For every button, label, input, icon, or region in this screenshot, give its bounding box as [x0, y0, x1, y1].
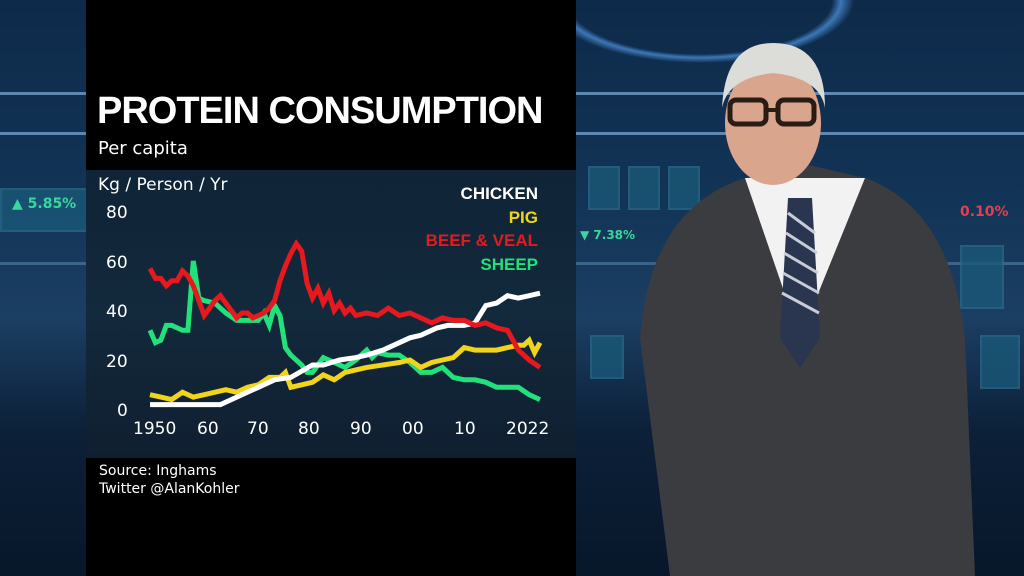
source-text: Source: Inghams: [99, 463, 217, 479]
x-tick: 90: [350, 419, 372, 439]
series-chicken-line: [150, 290, 541, 408]
ticker-text: 0.10%: [960, 204, 1009, 220]
x-tick: 00: [402, 419, 424, 439]
background-screen: [628, 166, 660, 210]
x-tick: 1950: [133, 419, 177, 439]
series-pig-line: [149, 335, 543, 403]
source-note: Source: Inghams Twitter @AlanKohler: [99, 462, 239, 498]
y-tick: 40: [106, 302, 128, 322]
y-axis-label: Kg / Person / Yr: [98, 175, 228, 195]
twitter-handle: Twitter @AlanKohler: [99, 481, 240, 497]
background-screen: [588, 166, 620, 210]
legend-beef-veal: BEEF & VEAL: [425, 231, 538, 250]
background-screen: [980, 335, 1020, 389]
legend: CHICKEN PIG BEEF & VEAL SHEEP: [426, 182, 538, 276]
line-chart: [147, 239, 543, 408]
plot-background: [86, 170, 576, 458]
y-tick: 0: [117, 401, 128, 421]
series-sheep-line: [147, 260, 542, 402]
legend-chicken: CHICKEN: [460, 184, 538, 203]
y-tick: 20: [106, 352, 128, 372]
chart-subtitle: Per capita: [98, 138, 188, 159]
x-tick: 70: [247, 419, 269, 439]
y-tick: 60: [106, 253, 128, 273]
background-screen: [668, 166, 700, 210]
chart-title: PROTEIN CONSUMPTION: [97, 90, 543, 132]
y-tick: 80: [106, 203, 128, 223]
background-screen: [0, 188, 90, 232]
chart-panel: PROTEIN CONSUMPTION Per capita Kg / Pers…: [86, 0, 576, 576]
series-beef-veal-line: [147, 239, 542, 370]
legend-sheep: SHEEP: [480, 254, 538, 274]
legend-pig: PIG: [508, 207, 538, 227]
x-tick: 10: [454, 419, 476, 439]
x-tick: 60: [197, 419, 219, 439]
ticker-text: ▲ 5.85%: [12, 196, 77, 212]
presenter: [640, 43, 975, 576]
background-screen: [960, 245, 1004, 309]
x-tick: 80: [298, 419, 320, 439]
ticker-text: ▼ 7.38%: [580, 228, 636, 242]
background-screen: [590, 335, 624, 379]
x-tick: 2022: [506, 419, 550, 439]
